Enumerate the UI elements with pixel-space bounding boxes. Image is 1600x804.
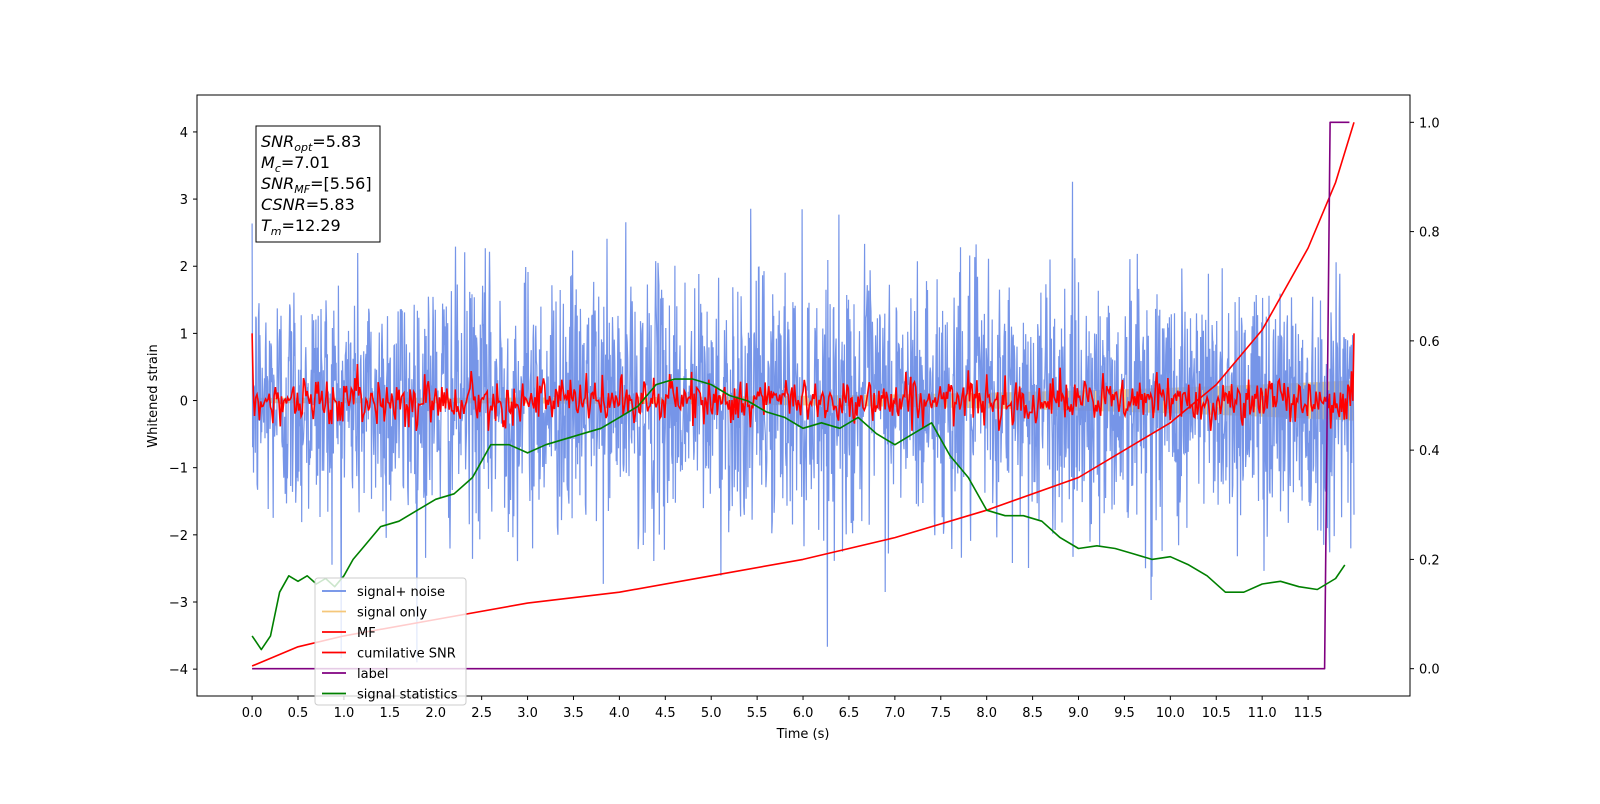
x-tick-label: 10.5 — [1202, 706, 1231, 721]
x-tick-label: 3.5 — [563, 706, 584, 721]
info-box-line: SNRMF=[5.56] — [261, 174, 372, 196]
x-tick-label: 11.5 — [1294, 706, 1323, 721]
legend-label: signal statistics — [357, 688, 458, 703]
legend-label: MF — [357, 626, 376, 641]
y2-tick-label: 0.2 — [1419, 553, 1440, 568]
legend-frame — [314, 577, 467, 706]
x-tick-label: 2.5 — [471, 706, 492, 721]
x-tick-label: 10.0 — [1156, 706, 1185, 721]
x-tick-label: 8.0 — [976, 706, 997, 721]
x-tick-label: 1.0 — [334, 706, 355, 721]
x-axis-label: Time (s) — [776, 727, 830, 742]
y-tick-label: 0 — [180, 395, 188, 410]
x-tick-label: 7.0 — [885, 706, 906, 721]
y-tick-label: 4 — [180, 126, 188, 141]
y2-tick-label: 0.0 — [1419, 663, 1440, 678]
x-tick-label: 5.5 — [747, 706, 768, 721]
y2-tick-label: 0.6 — [1419, 335, 1440, 350]
y-tick-label: 3 — [180, 193, 188, 208]
x-tick-label: 7.5 — [930, 706, 951, 721]
x-tick-label: 5.0 — [701, 706, 722, 721]
y-tick-label: −3 — [169, 596, 188, 611]
x-tick-label: 6.0 — [793, 706, 814, 721]
mf-layer — [251, 333, 1355, 431]
y2-tick-label: 0.4 — [1419, 444, 1440, 459]
info-box-frame — [255, 125, 381, 243]
x-tick-label: 0.5 — [288, 706, 309, 721]
x-tick-label: 9.5 — [1114, 706, 1135, 721]
mf-line — [251, 333, 1355, 431]
info-box-line: CSNR=5.83 — [261, 195, 355, 214]
x-tick-label: 2.0 — [425, 706, 446, 721]
legend-label: cumilative SNR — [357, 647, 456, 662]
info-box-line: Mc=7.01 — [261, 153, 330, 175]
x-tick-label: 11.0 — [1248, 706, 1277, 721]
y-tick-label: 1 — [180, 327, 188, 342]
x-tick-label: 6.5 — [839, 706, 860, 721]
y-tick-label: 2 — [180, 260, 188, 275]
x-tick-label: 1.5 — [379, 706, 400, 721]
y-axis-label: Whitened strain — [146, 344, 161, 447]
x-tick-label: 0.0 — [242, 706, 263, 721]
label-line — [252, 121, 1350, 670]
legend-label: label — [357, 667, 388, 682]
axes-layer: 0.0 0.5 1.0 1.5 2.0 2.5 3.0 3.5 4.0 4.5 5.0 5.5 6.0 6… — [169, 116, 1440, 721]
legend: signal+ noise signal only MF cumilative SNR… — [314, 577, 467, 706]
y-tick-label: −2 — [169, 529, 188, 544]
legend-label: signal+ noise — [357, 585, 445, 600]
x-tick-label: 4.0 — [609, 706, 630, 721]
legend-label: signal only — [357, 606, 427, 621]
x-tick-label: 9.0 — [1068, 706, 1089, 721]
x-tick-label: 8.5 — [1022, 706, 1043, 721]
x-tick-label: 4.5 — [655, 706, 676, 721]
y-tick-label: −4 — [169, 663, 188, 678]
info-box-line: Tm=12.29 — [261, 216, 341, 238]
info-box-line: SNRopt=5.83 — [261, 132, 361, 154]
signal-statistics-line — [251, 378, 1346, 651]
y2-tick-label: 1.0 — [1419, 116, 1440, 131]
y2-tick-label: 0.8 — [1419, 226, 1440, 241]
x-tick-label: 3.0 — [517, 706, 538, 721]
y-tick-label: −1 — [169, 462, 188, 477]
